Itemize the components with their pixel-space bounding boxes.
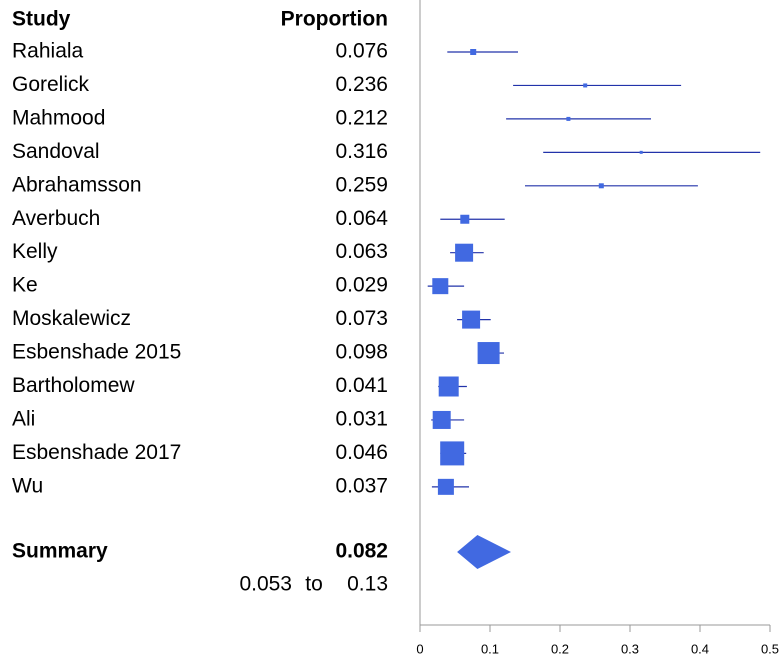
study-label: Gorelick (12, 73, 90, 96)
point-marker (437, 478, 454, 495)
value-label: 0.316 (335, 140, 388, 163)
value-label: 0.063 (335, 240, 388, 263)
study-label: Kelly (12, 240, 58, 263)
value-label: 0.076 (335, 40, 388, 63)
value-label: 0.029 (335, 274, 388, 297)
study-label: Moskalewicz (12, 307, 131, 330)
point-marker (438, 376, 459, 397)
point-marker (440, 441, 465, 466)
point-marker (477, 342, 500, 365)
point-marker (566, 116, 571, 121)
value-label: 0.046 (335, 441, 388, 464)
point-marker (432, 278, 449, 295)
point-marker (598, 183, 604, 189)
x-tick-label: 0.2 (551, 641, 569, 656)
study-label: Wu (12, 474, 43, 497)
study-label: Averbuch (12, 207, 100, 230)
point-marker (639, 150, 643, 154)
point-marker (470, 49, 477, 55)
point-marker (460, 214, 470, 224)
study-label: Mahmood (12, 106, 105, 129)
value-label: 0.098 (335, 341, 388, 364)
x-tick-label: 0.5 (761, 641, 779, 656)
study-label: Bartholomew (12, 374, 135, 397)
value-label: 0.212 (335, 106, 388, 129)
summary-upper: 0.13 (347, 573, 388, 596)
value-label: 0.041 (335, 374, 388, 397)
summary-value: 0.082 (335, 540, 388, 563)
column-header: Proportion (281, 8, 388, 31)
value-label: 0.064 (335, 207, 388, 230)
study-label: Sandoval (12, 140, 100, 163)
x-tick-label: 0.4 (691, 641, 709, 656)
study-label: Rahiala (12, 40, 84, 63)
value-label: 0.236 (335, 73, 388, 96)
point-marker (583, 83, 588, 88)
point-marker (462, 310, 481, 329)
summary-diamond (457, 535, 511, 569)
point-marker (455, 243, 474, 262)
study-label: Ke (12, 274, 38, 297)
value-label: 0.073 (335, 307, 388, 330)
column-header: Study (12, 8, 71, 31)
study-label: Esbenshade 2017 (12, 441, 181, 464)
x-tick-label: 0.1 (481, 641, 499, 656)
summary-lower: 0.053 (239, 573, 292, 596)
point-marker (432, 410, 451, 429)
summary-sep: to (305, 573, 323, 596)
x-tick-label: 0.3 (621, 641, 639, 656)
x-tick-label: 0 (416, 641, 423, 656)
summary-label: Summary (12, 540, 108, 563)
study-label: Abrahamsson (12, 173, 142, 196)
value-label: 0.037 (335, 474, 388, 497)
value-label: 0.259 (335, 173, 388, 196)
study-label: Ali (12, 407, 35, 430)
study-label: Esbenshade 2015 (12, 341, 181, 364)
value-label: 0.031 (335, 407, 388, 430)
